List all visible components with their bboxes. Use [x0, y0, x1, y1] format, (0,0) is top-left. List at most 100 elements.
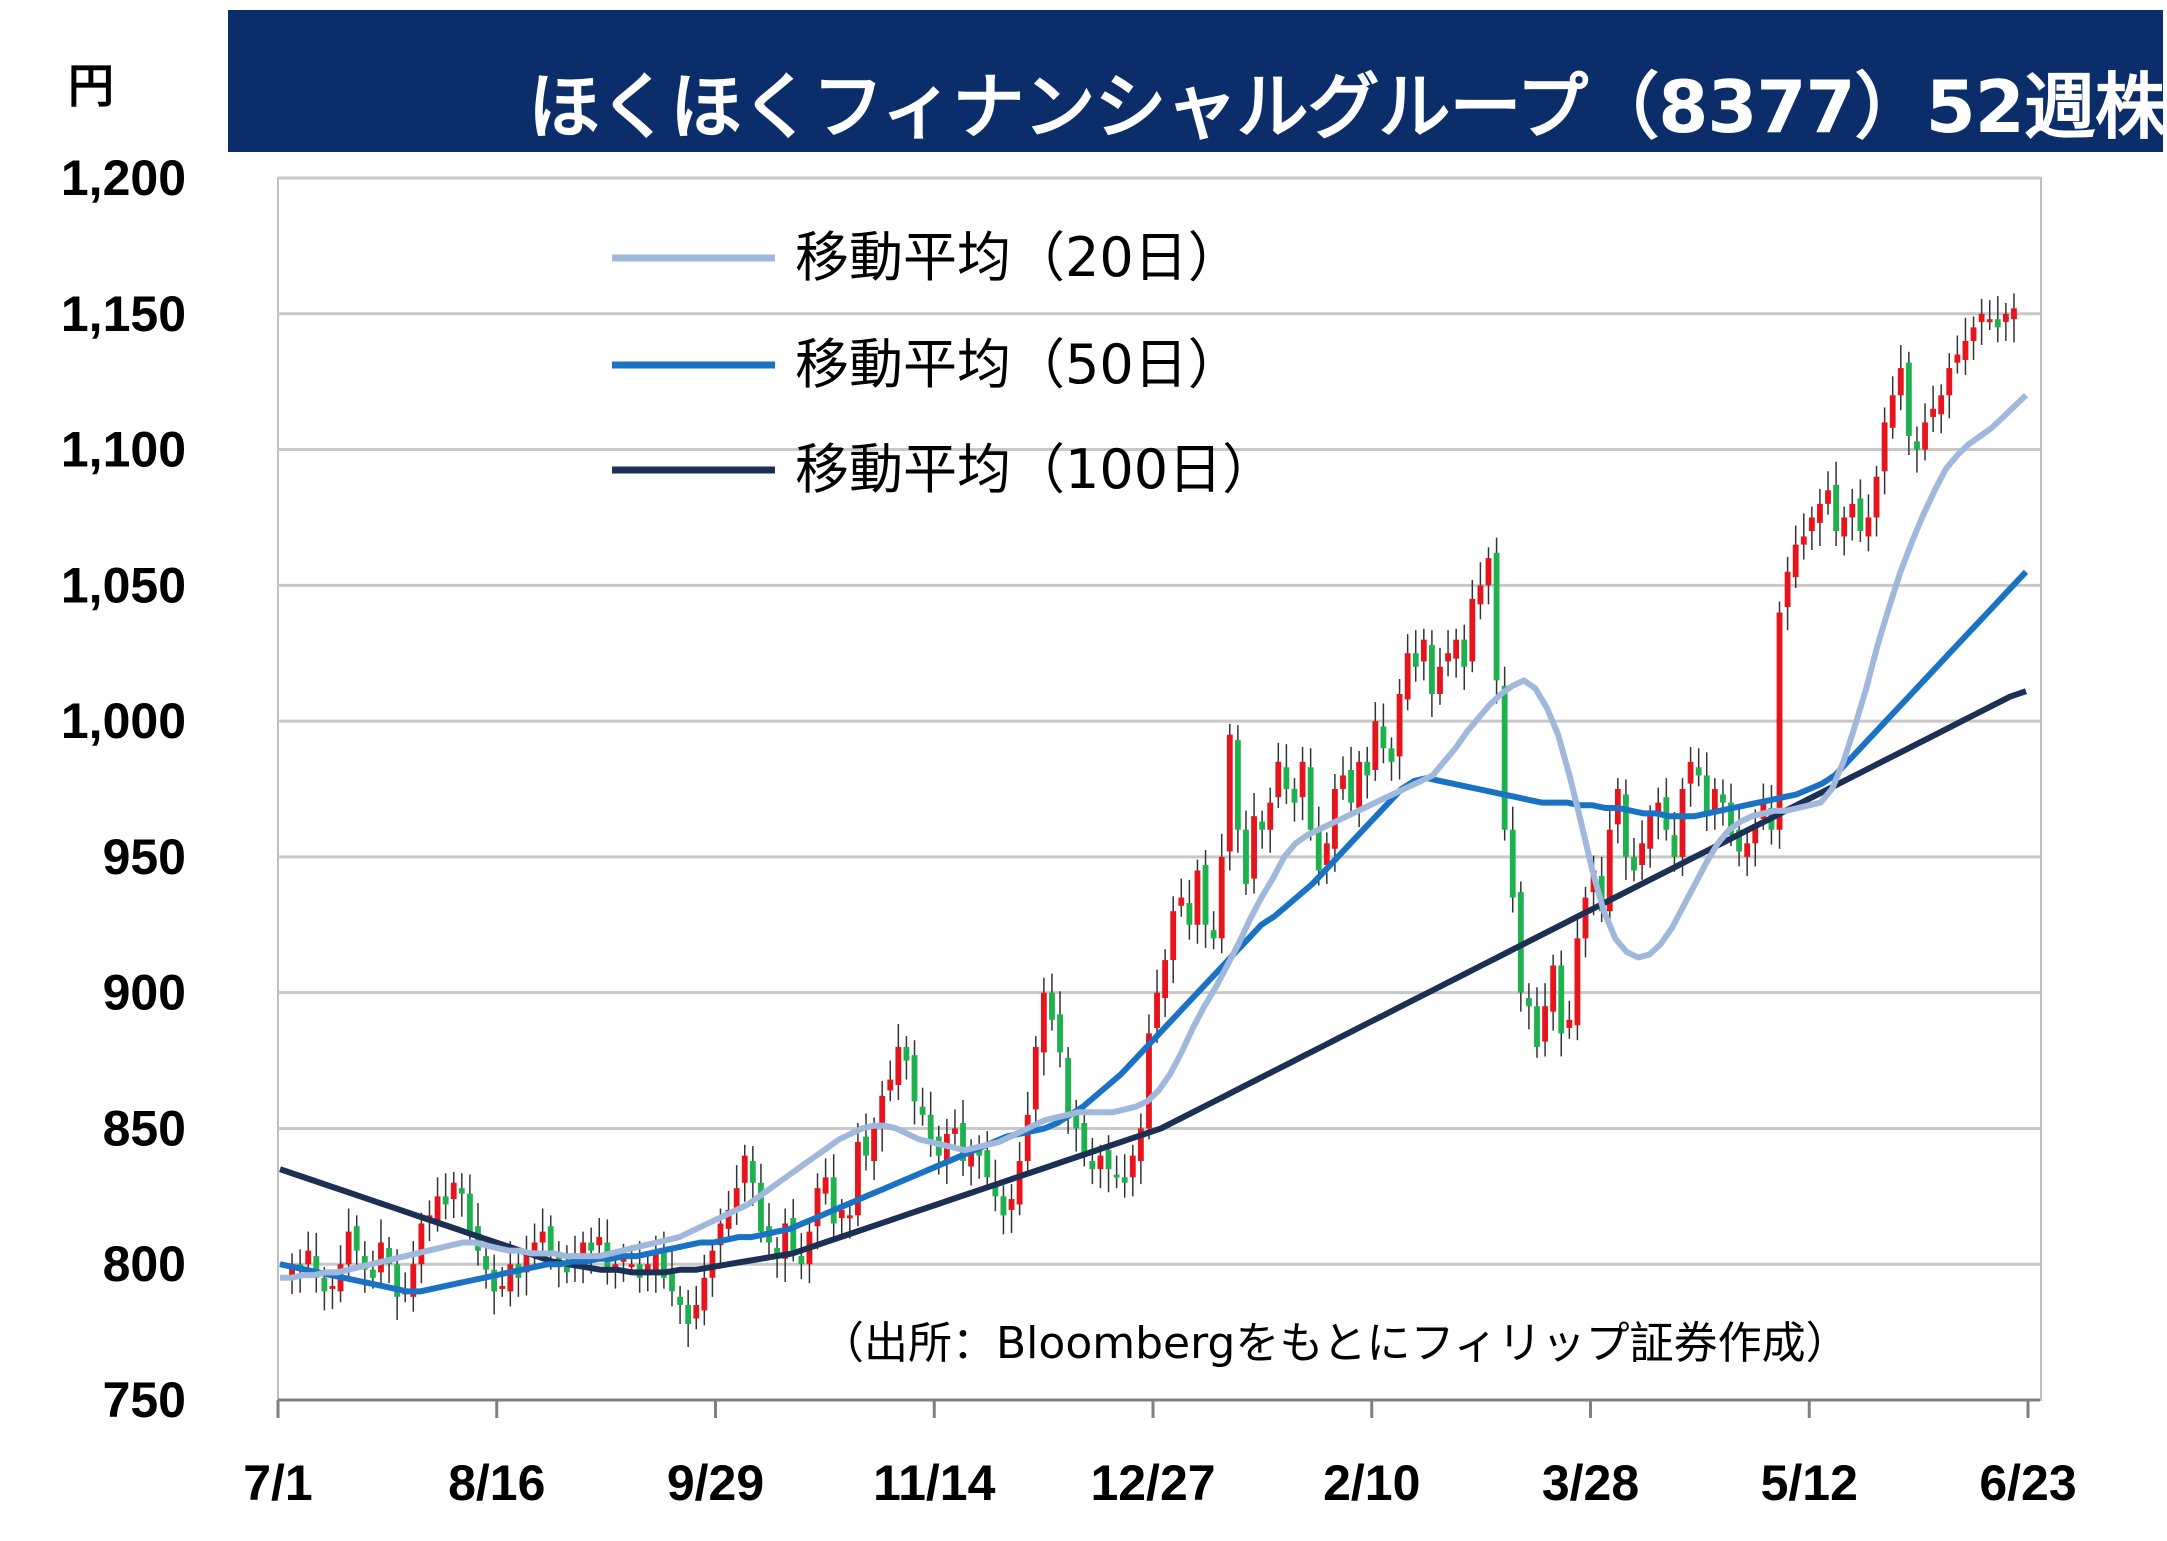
candle-up: [879, 1095, 886, 1129]
candle-up: [846, 1215, 853, 1219]
candle-up: [1178, 897, 1185, 906]
candle-up: [1453, 639, 1460, 659]
candle-down: [442, 1196, 449, 1205]
candle-up: [1226, 734, 1233, 852]
candlesticks: [289, 293, 2017, 1348]
candle-up: [1938, 395, 1945, 415]
candle-down: [1914, 441, 1920, 450]
candle-down: [749, 1161, 756, 1183]
candle-down: [1113, 1174, 1120, 1178]
candle-up: [2002, 313, 2009, 322]
candle-up: [450, 1182, 457, 1200]
candle-up: [1954, 354, 1961, 363]
candle-down: [1105, 1150, 1112, 1170]
source-note: （出所：Bloombergをもとにフィリップ証券作成）: [820, 1318, 1850, 1369]
candle-down: [563, 1264, 570, 1273]
x-tick-label: 9/29: [667, 1455, 764, 1511]
candle-up: [814, 1188, 821, 1227]
candle-up: [1008, 1199, 1015, 1210]
candle-up: [1445, 653, 1451, 662]
candle-up: [1873, 476, 1880, 518]
candle-down: [1558, 965, 1565, 1034]
y-tick-label: 750: [103, 1372, 186, 1428]
candle-down: [903, 1046, 910, 1061]
candle-down: [1202, 865, 1209, 925]
candle-down: [976, 1150, 983, 1156]
candle-down: [1501, 685, 1508, 830]
candle-up: [1687, 761, 1694, 784]
candle-down: [911, 1055, 918, 1102]
candle-down: [321, 1277, 328, 1292]
candle-up: [1396, 693, 1403, 757]
candle-up: [871, 1128, 878, 1162]
ma50-line: [279, 569, 2029, 1295]
candle-down: [1315, 829, 1322, 871]
moving-average-lines: [279, 393, 2029, 1295]
candle-down: [369, 1269, 376, 1278]
plot-area: [277, 177, 2042, 1401]
candle-up: [1930, 408, 1937, 417]
candle-up: [1437, 666, 1443, 694]
candle-up: [693, 1304, 700, 1319]
candle-up: [1032, 1046, 1039, 1110]
candle-down: [1736, 829, 1743, 852]
x-tick-label: 3/28: [1542, 1455, 1639, 1511]
y-tick-label: 900: [103, 965, 186, 1021]
candle-up: [1776, 612, 1783, 830]
chart-title: ほくほくフィナンシャルグループ（8377）52週株価・日足: [528, 65, 2167, 149]
candle-up: [1817, 503, 1823, 523]
y-tick-label: 850: [103, 1100, 186, 1156]
candle-down: [458, 1188, 465, 1194]
candle-down: [798, 1256, 805, 1265]
candle-up: [652, 1250, 659, 1270]
y-axis-ticks: 750 800 850 900 950 1,000 1,050 1,100 1,150 1,200: [61, 150, 186, 1428]
candle-up: [499, 1285, 506, 1289]
candle-down: [661, 1250, 667, 1278]
candle-down: [669, 1272, 675, 1292]
candle-up: [1372, 721, 1379, 770]
candle-down: [1073, 1114, 1080, 1129]
candle-up: [644, 1264, 651, 1273]
candle-down: [313, 1256, 320, 1278]
x-tick-label: 11/14: [873, 1455, 996, 1511]
candle-down: [1121, 1177, 1128, 1183]
candle-down: [1994, 319, 2001, 328]
candle-down: [483, 1256, 489, 1270]
candle-down: [1623, 794, 1629, 857]
candle-up: [345, 1231, 352, 1265]
candle-up: [596, 1237, 603, 1246]
candle-down: [863, 1136, 869, 1156]
candle-up: [531, 1242, 538, 1257]
y-tick-label: 1,050: [61, 557, 186, 613]
x-axis: 7/1 8/16 9/29 11/14 12/27 2/10 3/28 5/12 6/23: [243, 1398, 2077, 1511]
candle-up: [1477, 585, 1484, 605]
candle-up: [628, 1264, 635, 1268]
candle-up: [1323, 843, 1330, 866]
legend: 移動平均（20日） 移動平均（50日） 移動平均（100日）: [612, 226, 1276, 501]
candle-up: [1218, 856, 1225, 939]
candle-down: [1695, 767, 1702, 776]
ma20-line: [280, 393, 2029, 1281]
candle-down: [1210, 930, 1217, 939]
candle-up: [1639, 843, 1645, 866]
candle-up: [1922, 422, 1928, 450]
candle-up: [1154, 992, 1160, 1028]
y-tick-label: 800: [103, 1236, 186, 1292]
candle-down: [1720, 794, 1726, 803]
candle-down: [1089, 1161, 1096, 1170]
candle-up: [1679, 789, 1686, 857]
candle-up: [1542, 1006, 1548, 1042]
candle-down: [1283, 767, 1290, 789]
candle-up: [822, 1177, 829, 1194]
candle-up: [2011, 308, 2017, 320]
legend-label: 移動平均（100日）: [795, 438, 1276, 501]
candle-down: [1526, 998, 1532, 1007]
candle-up: [1897, 368, 1904, 396]
candle-up: [329, 1285, 336, 1289]
candle-up: [1485, 558, 1492, 586]
candle-up: [1137, 1128, 1144, 1162]
candle-up: [1889, 395, 1896, 428]
candle-up: [1752, 824, 1759, 844]
candle-down: [984, 1150, 991, 1178]
